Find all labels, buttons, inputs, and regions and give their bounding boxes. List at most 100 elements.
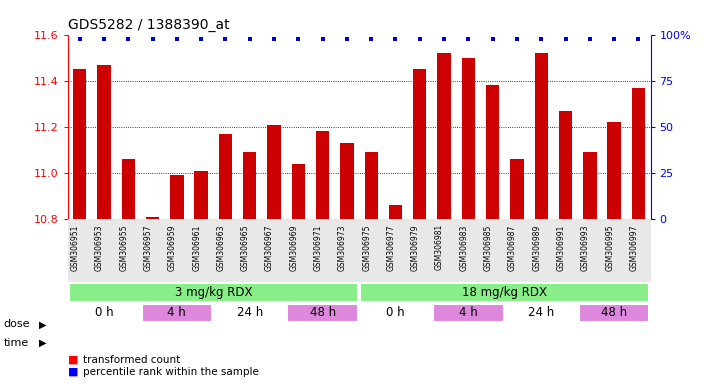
- Bar: [461, 58, 475, 219]
- Point: [122, 36, 134, 42]
- Bar: [316, 131, 329, 219]
- Point: [244, 36, 255, 42]
- FancyBboxPatch shape: [360, 283, 649, 301]
- Point: [633, 36, 644, 42]
- Text: GSM306955: GSM306955: [119, 224, 128, 271]
- FancyBboxPatch shape: [69, 283, 358, 301]
- Text: dose: dose: [4, 319, 30, 329]
- Text: 0 h: 0 h: [95, 306, 113, 319]
- Text: ▶: ▶: [39, 338, 47, 348]
- Bar: [365, 152, 378, 219]
- Bar: [632, 88, 645, 219]
- Text: GSM306977: GSM306977: [387, 224, 395, 271]
- Bar: [97, 65, 111, 219]
- Text: GSM306957: GSM306957: [144, 224, 153, 271]
- Text: GDS5282 / 1388390_at: GDS5282 / 1388390_at: [68, 18, 229, 32]
- Bar: [195, 171, 208, 219]
- Text: GSM306971: GSM306971: [314, 224, 323, 271]
- Text: GSM306991: GSM306991: [557, 224, 565, 271]
- Point: [390, 36, 401, 42]
- Text: GSM306969: GSM306969: [289, 224, 299, 271]
- Text: 48 h: 48 h: [309, 306, 336, 319]
- Bar: [535, 53, 548, 219]
- Text: 0 h: 0 h: [386, 306, 405, 319]
- Bar: [146, 217, 159, 219]
- Point: [584, 36, 596, 42]
- FancyBboxPatch shape: [506, 303, 577, 321]
- Text: 24 h: 24 h: [237, 306, 263, 319]
- Text: percentile rank within the sample: percentile rank within the sample: [83, 367, 259, 377]
- Text: transformed count: transformed count: [83, 355, 181, 365]
- Bar: [437, 53, 451, 219]
- Point: [439, 36, 450, 42]
- Text: GSM306967: GSM306967: [265, 224, 274, 271]
- Bar: [389, 205, 402, 219]
- Bar: [559, 111, 572, 219]
- Point: [414, 36, 425, 42]
- Text: GSM306959: GSM306959: [168, 224, 177, 271]
- Point: [365, 36, 377, 42]
- Bar: [122, 159, 135, 219]
- Text: 3 mg/kg RDX: 3 mg/kg RDX: [174, 286, 252, 299]
- Bar: [583, 152, 597, 219]
- Bar: [510, 159, 523, 219]
- Text: GSM306993: GSM306993: [581, 224, 590, 271]
- Point: [317, 36, 328, 42]
- Text: ▶: ▶: [39, 319, 47, 329]
- Text: GSM306975: GSM306975: [362, 224, 371, 271]
- Bar: [292, 164, 305, 219]
- Bar: [243, 152, 257, 219]
- FancyBboxPatch shape: [433, 303, 503, 321]
- Bar: [413, 69, 427, 219]
- Text: ■: ■: [68, 355, 78, 365]
- Text: GSM306953: GSM306953: [95, 224, 104, 271]
- Point: [220, 36, 231, 42]
- Bar: [341, 143, 353, 219]
- Text: GSM306987: GSM306987: [508, 224, 517, 271]
- Text: 18 mg/kg RDX: 18 mg/kg RDX: [462, 286, 547, 299]
- Text: GSM306979: GSM306979: [411, 224, 419, 271]
- Text: GSM306961: GSM306961: [192, 224, 201, 271]
- Text: GSM306989: GSM306989: [533, 224, 541, 271]
- FancyBboxPatch shape: [141, 303, 212, 321]
- Text: GSM306983: GSM306983: [459, 224, 469, 271]
- Bar: [486, 85, 499, 219]
- Bar: [267, 124, 281, 219]
- Point: [609, 36, 620, 42]
- Point: [293, 36, 304, 42]
- Point: [171, 36, 183, 42]
- Bar: [170, 175, 183, 219]
- Text: GSM306985: GSM306985: [483, 224, 493, 271]
- Point: [196, 36, 207, 42]
- Point: [98, 36, 109, 42]
- FancyBboxPatch shape: [215, 303, 285, 321]
- Point: [535, 36, 547, 42]
- Text: 4 h: 4 h: [168, 306, 186, 319]
- Point: [487, 36, 498, 42]
- Bar: [219, 134, 232, 219]
- Text: time: time: [4, 338, 29, 348]
- Point: [74, 36, 85, 42]
- Text: GSM306963: GSM306963: [216, 224, 225, 271]
- Point: [511, 36, 523, 42]
- Bar: [73, 69, 86, 219]
- FancyBboxPatch shape: [69, 303, 139, 321]
- Text: 48 h: 48 h: [601, 306, 627, 319]
- Text: GSM306951: GSM306951: [70, 224, 80, 271]
- Text: GSM306981: GSM306981: [435, 224, 444, 270]
- Text: GSM306973: GSM306973: [338, 224, 347, 271]
- Text: ■: ■: [68, 367, 78, 377]
- FancyBboxPatch shape: [579, 303, 649, 321]
- Point: [147, 36, 159, 42]
- Text: GSM306965: GSM306965: [241, 224, 250, 271]
- FancyBboxPatch shape: [287, 303, 358, 321]
- Point: [341, 36, 353, 42]
- Point: [463, 36, 474, 42]
- FancyBboxPatch shape: [360, 303, 431, 321]
- Text: GSM306997: GSM306997: [629, 224, 638, 271]
- Point: [560, 36, 571, 42]
- Text: GSM306995: GSM306995: [605, 224, 614, 271]
- Point: [268, 36, 279, 42]
- Text: 24 h: 24 h: [528, 306, 555, 319]
- Bar: [607, 122, 621, 219]
